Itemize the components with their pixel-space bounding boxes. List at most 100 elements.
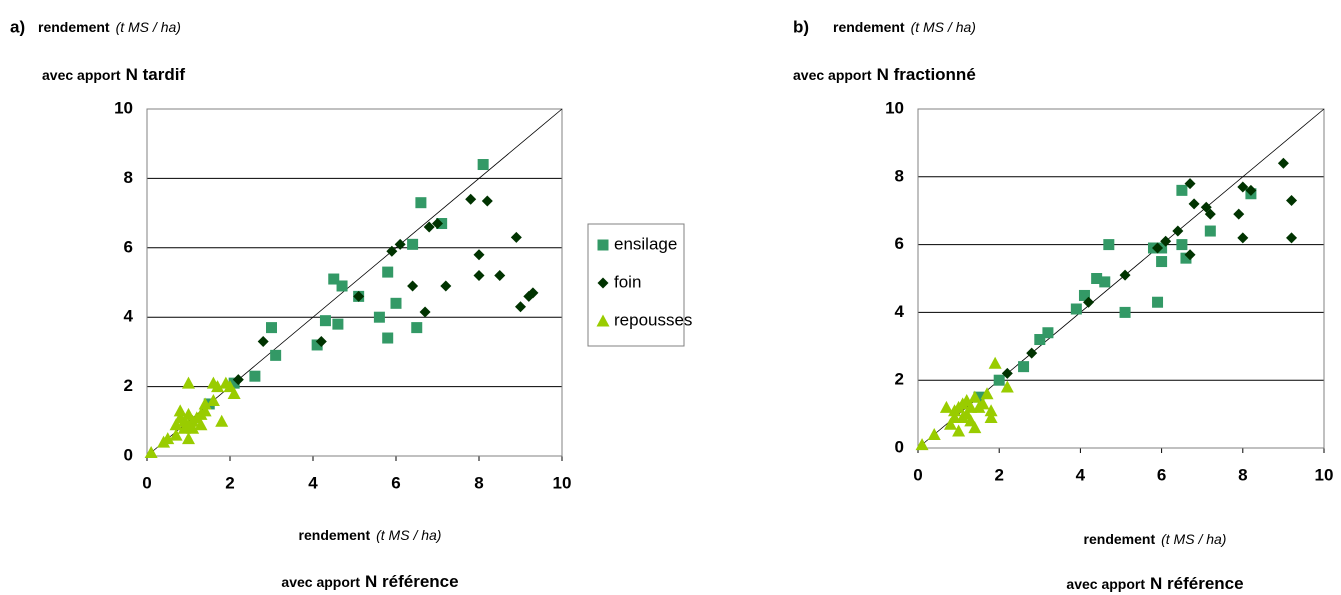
plot-frame (917, 108, 1325, 449)
marker-diamond (257, 335, 269, 347)
marker-triangle (939, 400, 953, 413)
marker-diamond (1286, 232, 1298, 244)
marker-diamond (1001, 367, 1013, 379)
marker-triangle (198, 397, 212, 410)
y-tick-label: 4 (895, 302, 905, 321)
y-axis-label: rendement (t MS / ha) (833, 19, 976, 35)
x-tick-label: 10 (1315, 465, 1334, 484)
marker-diamond (1119, 269, 1131, 281)
marker-triangle (211, 380, 225, 393)
marker-diamond (1237, 181, 1249, 193)
y-tick-label: 2 (124, 376, 133, 395)
y-axis-label-2: avec apport N tardif (42, 65, 185, 84)
marker-diamond (1172, 225, 1184, 237)
marker-triangle (227, 387, 241, 400)
marker-diamond (1277, 157, 1289, 169)
y-label-emphasis: N tardif (126, 65, 186, 84)
y-tick-label: 2 (895, 370, 904, 389)
marker-square (311, 339, 323, 351)
marker-square (328, 273, 340, 285)
marker-square (1119, 306, 1131, 318)
x-tick-label: 2 (225, 473, 234, 492)
x-axis-label-2: avec apport N référence (281, 572, 458, 591)
marker-square (332, 318, 344, 330)
marker-triangle (173, 404, 187, 417)
marker-diamond (1160, 235, 1172, 247)
x-tick-label: 4 (308, 473, 318, 492)
identity-line (146, 108, 563, 457)
marker-square (319, 315, 331, 327)
marker-diamond (1237, 232, 1249, 244)
panel-label: b) (793, 17, 809, 36)
x-label-emphasis: N référence (1150, 574, 1244, 593)
marker-triangle (182, 432, 195, 445)
marker-triangle (169, 428, 183, 441)
marker-diamond (494, 270, 506, 282)
x-tick-label: 6 (391, 473, 400, 492)
x-axis-label: rendement (t MS / ha) (1084, 531, 1227, 547)
marker-diamond (465, 193, 477, 205)
marker-square (382, 332, 394, 344)
y-tick-label: 6 (124, 237, 133, 256)
y-label-unit: (t MS / ha) (911, 19, 976, 35)
y-axis-label-2: avec apport N fractionné (793, 65, 976, 84)
marker-square (390, 297, 402, 309)
y-tick-label: 0 (124, 445, 133, 464)
marker-square (1078, 289, 1090, 301)
x-label-text: rendement (299, 527, 371, 543)
marker-triangle (206, 393, 220, 406)
marker-triangle (144, 446, 158, 459)
marker-diamond (527, 287, 539, 299)
x-label-prefix: avec apport (1066, 576, 1145, 592)
marker-triangle (186, 421, 200, 434)
marker-square (973, 391, 985, 403)
marker-square (1018, 361, 1030, 373)
marker-diamond (473, 270, 485, 282)
marker-diamond (394, 238, 406, 250)
marker-triangle (161, 432, 175, 445)
marker-triangle (968, 421, 982, 434)
marker-triangle (169, 418, 183, 431)
marker-square (228, 377, 240, 389)
marker-triangle (927, 427, 941, 440)
marker-diamond (386, 245, 398, 257)
y-label-prefix: avec apport (42, 67, 121, 83)
marker-diamond (1152, 242, 1164, 254)
legend: ensilage foin repousses (587, 223, 692, 347)
y-tick-label: 8 (124, 168, 133, 187)
marker-square (1176, 239, 1188, 251)
y-label-unit: (t MS / ha) (116, 19, 181, 35)
y-tick-label: 6 (895, 234, 904, 253)
x-label-text: rendement (1084, 531, 1156, 547)
marker-diamond (473, 249, 485, 261)
legend-label: repousses (614, 310, 692, 329)
x-label-unit: (t MS / ha) (1161, 531, 1226, 547)
marker-triangle (915, 438, 929, 451)
marker-triangle (215, 414, 229, 427)
x-label-emphasis: N référence (365, 572, 459, 591)
marker-triangle (968, 390, 982, 403)
marker-diamond (1286, 195, 1298, 207)
chart-panel: rendement (t MS / ha) avec apport N tardif r… (38, 19, 571, 592)
panel-label: a) (10, 17, 25, 36)
marker-triangle (1000, 380, 1014, 393)
marker-diamond (423, 221, 435, 233)
marker-diamond (315, 335, 327, 347)
marker-triangle (984, 404, 998, 417)
marker-triangle (198, 404, 212, 417)
y-tick-label: 8 (895, 166, 904, 185)
x-tick-label: 2 (994, 465, 1003, 484)
marker-diamond (597, 277, 609, 289)
marker-diamond (1204, 208, 1216, 220)
x-tick-label: 6 (1157, 465, 1166, 484)
marker-square (597, 239, 609, 251)
marker-diamond (419, 306, 431, 318)
marker-diamond (515, 301, 526, 313)
y-tick-label: 10 (114, 98, 133, 117)
y-label-text: rendement (833, 19, 905, 35)
x-tick-label: 0 (913, 465, 922, 484)
marker-diamond (440, 280, 452, 292)
marker-triangle (980, 387, 994, 400)
marker-triangle (988, 356, 1002, 369)
